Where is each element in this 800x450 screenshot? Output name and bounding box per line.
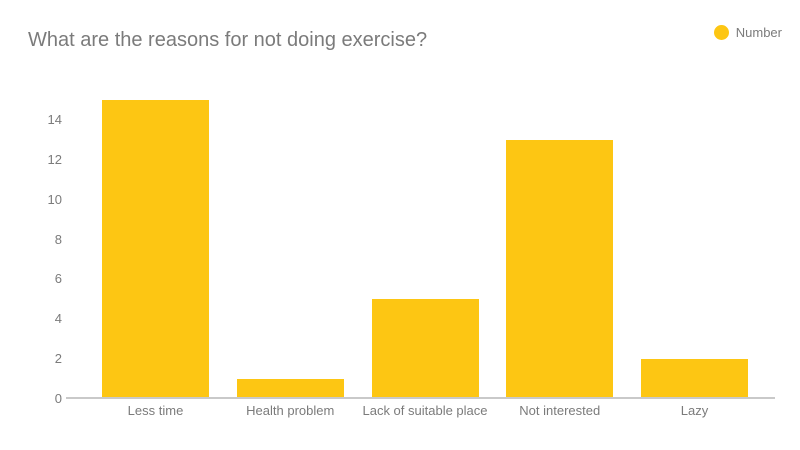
legend-marker-icon xyxy=(713,25,729,40)
x-axis-label: Not interested xyxy=(519,403,601,418)
y-tick-label: 2 xyxy=(54,351,62,367)
y-tick-label: 12 xyxy=(47,151,62,167)
bar xyxy=(371,299,479,399)
y-tick-label: 4 xyxy=(54,311,62,327)
x-axis-label: Health problem xyxy=(246,403,335,418)
y-tick-label: 14 xyxy=(47,111,62,127)
bar xyxy=(236,379,344,399)
y-tick-label: 10 xyxy=(47,191,62,207)
legend-label: Number xyxy=(735,25,782,40)
chart-title: What are the reasons for not doing exerc… xyxy=(28,29,428,51)
x-axis-label: Lack of suitable place xyxy=(362,403,488,418)
y-tick-label: 6 xyxy=(54,271,62,287)
bar xyxy=(641,359,748,399)
bar xyxy=(102,99,209,399)
legend-item-number[interactable]: Number xyxy=(713,25,782,40)
x-axis-label: Less time xyxy=(127,403,184,418)
x-axis-label: Lazy xyxy=(680,403,709,418)
bar xyxy=(506,139,614,399)
x-axis-line xyxy=(66,397,775,399)
y-tick-label: 0 xyxy=(54,391,62,406)
y-tick-label: 8 xyxy=(54,231,62,247)
